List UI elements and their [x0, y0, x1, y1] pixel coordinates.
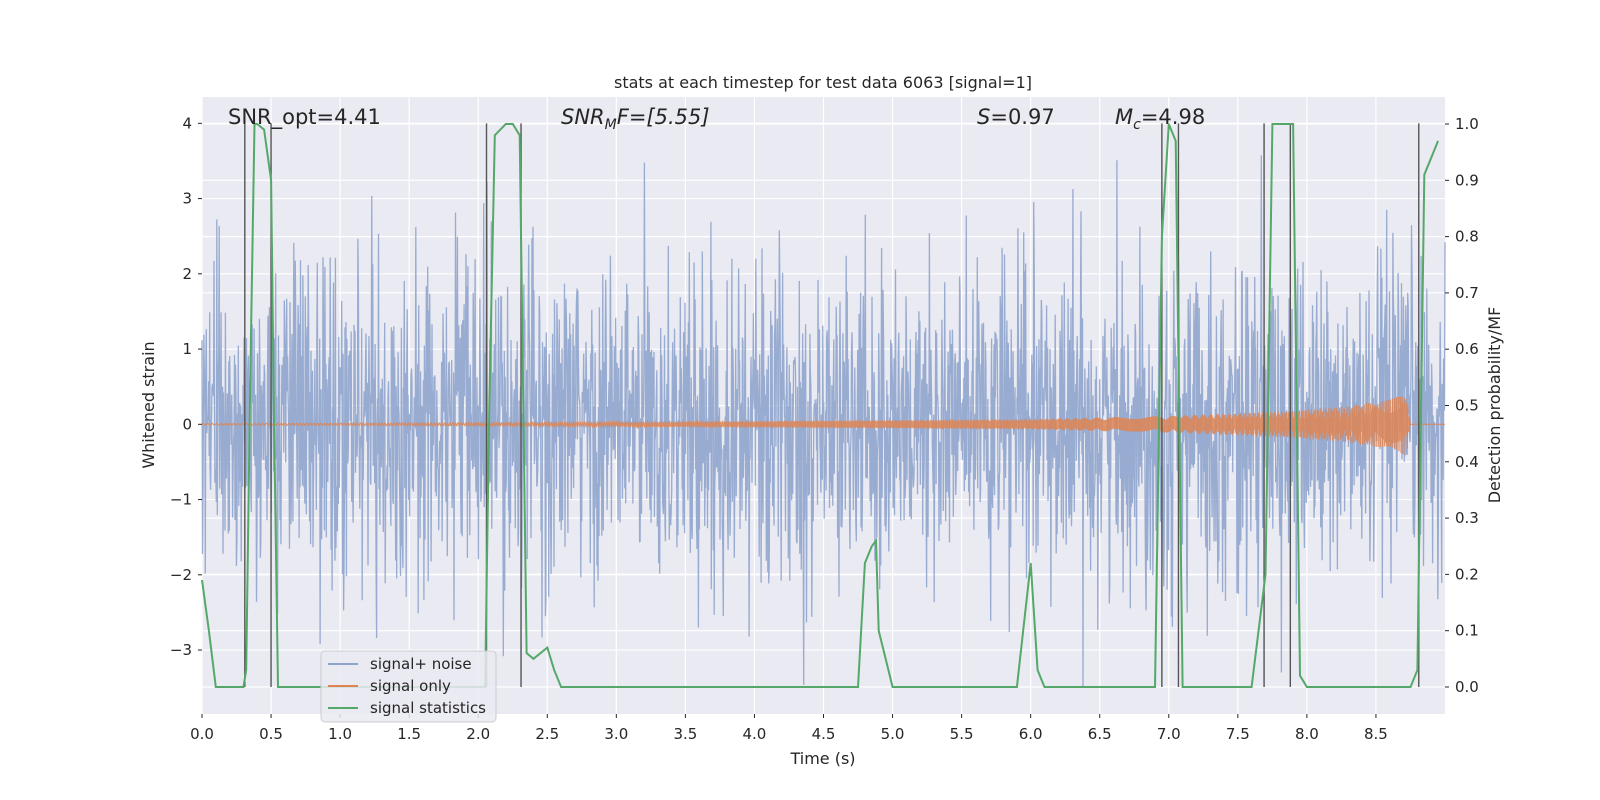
signal-statistics-series	[201, 123, 1440, 688]
annotation-snr-mf-sub: M	[605, 117, 617, 133]
y-right-tick-label: 0.3	[1455, 509, 1479, 527]
x-tick-label: 4.0	[743, 725, 767, 743]
y-tick-label: 4	[182, 114, 192, 132]
x-tick-label: 7.0	[1157, 725, 1181, 743]
annotation-mc: Mc=4.98	[1115, 105, 1205, 133]
x-tick-label: 1.5	[397, 725, 421, 743]
y-right-tick-label: 0.1	[1455, 622, 1479, 640]
legend-box	[320, 650, 497, 723]
x-tick-label: 5.0	[881, 725, 905, 743]
legend-label-noise: signal+ noise	[370, 655, 472, 673]
y-tick-label: 0	[182, 415, 192, 433]
y-tick-label: −3	[170, 641, 192, 659]
y-right-axis-label: Detection probability/MF	[1485, 307, 1504, 504]
noise-line	[201, 155, 1446, 688]
annotation-snr-opt: SNR_opt=4.41	[228, 105, 381, 130]
y-tick-label: −1	[170, 491, 192, 509]
x-tick-label: 4.5	[812, 725, 836, 743]
annotation-snr-mf: SNRMF=[5.55]	[561, 105, 710, 133]
x-tick-label: 3.5	[673, 725, 697, 743]
y-tick-label: 1	[182, 340, 192, 358]
x-tick-label: 6.5	[1088, 725, 1112, 743]
legend-label-stats: signal statistics	[370, 699, 486, 717]
annotation-s-main: S	[977, 105, 990, 129]
y-right-tick-label: 0.7	[1455, 284, 1479, 302]
signal-noise-series	[201, 155, 1446, 688]
x-tick-label: 8.0	[1295, 725, 1319, 743]
annotation-s-rest: =0.97	[990, 105, 1054, 129]
chart-title: stats at each timestep for test data 606…	[614, 73, 1032, 92]
x-tick-label: 5.5	[950, 725, 974, 743]
statistics-line	[201, 123, 1440, 688]
y-right-tick-label: 0.4	[1455, 453, 1479, 471]
signal-only-series	[201, 396, 1445, 456]
y-right-tick-label: 0.6	[1455, 340, 1479, 358]
legend-label-signal: signal only	[370, 677, 451, 695]
annotation-mc-sub: c	[1133, 117, 1141, 133]
legend: signal+ noise signal only signal statist…	[320, 650, 497, 723]
x-tick-label: 2.5	[535, 725, 559, 743]
x-tick-label: 8.5	[1364, 725, 1388, 743]
y-tick-label: −2	[170, 566, 192, 584]
y-tick-label: 2	[182, 265, 192, 283]
annotation-snr-mf-main: SNR	[561, 105, 605, 129]
y-right-tick-label: 1.0	[1455, 115, 1479, 133]
y-tick-label: 3	[182, 190, 192, 208]
y-right-axis-ticks: 1.0 0.9 0.8 0.7 0.6 0.5 0.4 0.3 0.2 0.1 0.0	[1445, 115, 1479, 696]
x-tick-label: 2.0	[466, 725, 490, 743]
x-tick-label: 7.5	[1226, 725, 1250, 743]
x-tick-label: 0.0	[190, 725, 214, 743]
x-tick-label: 6.0	[1019, 725, 1043, 743]
annotation-mc-main: M	[1115, 105, 1133, 129]
x-axis-label: Time (s)	[789, 749, 855, 768]
y-right-tick-label: 0.8	[1455, 228, 1479, 246]
x-axis-ticks: 0.0 0.5 1.0 1.5 2.0 2.5 3.0 3.5 4.0 4.5 5.0 5.5 6.0 6…	[190, 714, 1388, 743]
signal-line	[201, 396, 1445, 456]
y-right-tick-label: 0.0	[1455, 678, 1479, 696]
y-right-tick-label: 0.5	[1455, 397, 1479, 415]
annotation-snr-mf-rest: F=[5.55]	[617, 105, 710, 129]
x-tick-label: 1.0	[328, 725, 352, 743]
y-right-tick-label: 0.9	[1455, 171, 1479, 189]
y-right-tick-label: 0.2	[1455, 565, 1479, 583]
y-axis-ticks: 4 3 2 1 0 −1 −2 −3	[170, 114, 202, 659]
annotation-mc-rest: =4.98	[1141, 105, 1205, 129]
annotation-s: S=0.97	[977, 105, 1055, 129]
y-axis-label: Whitened strain	[139, 341, 158, 468]
x-tick-label: 0.5	[259, 725, 283, 743]
x-tick-label: 3.0	[604, 725, 628, 743]
